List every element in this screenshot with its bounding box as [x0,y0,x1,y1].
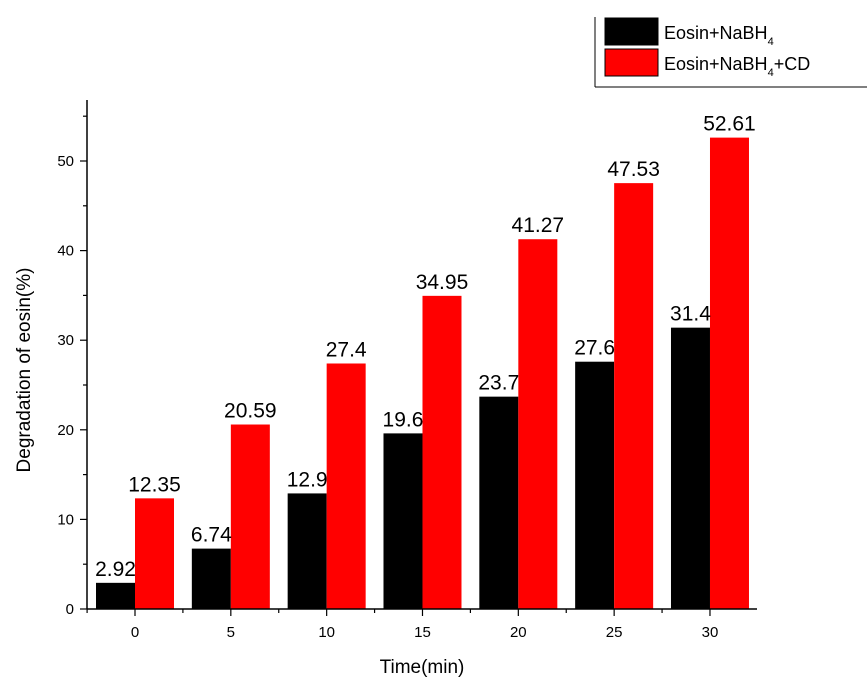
x-tick-label: 0 [131,624,139,641]
x-tick-label: 5 [227,624,235,641]
bar-eosin-nabh4-25 [575,361,615,609]
y-tick-label: 30 [57,332,74,349]
data-label: 19.6 [383,408,424,431]
y-axis-title: Degradation of eosin(%) [14,268,35,473]
axes-group: 0 10 20 30 40 50 0 5 10 15 20 25 30 [57,100,757,641]
x-tick-label: 25 [606,624,623,641]
legend-swatch [604,17,659,46]
bars-group [96,137,749,610]
data-label: 52.61 [703,113,756,136]
bar-eosin-nabh4-30 [670,327,710,609]
data-label: 27.6 [574,337,615,360]
data-label: 34.95 [416,271,469,294]
bar-eosin-nabh4-cd-15 [422,295,462,609]
data-label: 6.74 [191,524,232,547]
data-label: 20.59 [224,400,277,423]
y-tick-label: 0 [66,601,74,618]
legend-label: Eosin+NaBH4+CD [664,54,810,79]
data-label: 12.9 [287,468,328,491]
x-axis-title: Time(min) [380,657,465,678]
bar-eosin-nabh4-cd-30 [709,137,749,610]
bar-eosin-nabh4-cd-5 [230,424,270,609]
y-tick-label: 50 [57,153,74,170]
data-label: 27.4 [326,338,367,361]
y-tick-label: 20 [57,422,74,439]
data-label: 41.27 [512,214,565,237]
bar-eosin-nabh4-10 [287,493,327,609]
bar-eosin-nabh4-cd-0 [135,498,174,609]
bar-eosin-nabh4-cd-20 [518,239,558,609]
x-tick-label: 10 [318,624,335,641]
legend-swatch [604,48,659,77]
x-tick-label: 15 [414,624,431,641]
y-tick-label: 10 [57,511,74,528]
bar-eosin-nabh4-0 [96,582,135,609]
bar-eosin-nabh4-5 [191,548,231,609]
data-label: 47.53 [607,158,660,181]
data-label: 31.4 [670,303,711,326]
data-label: 12.35 [128,473,181,496]
legend: Eosin+NaBH4 Eosin+NaBH4+CD [594,17,867,88]
legend-label: Eosin+NaBH4 [664,23,774,48]
bar-eosin-nabh4-cd-10 [326,363,366,609]
bar-eosin-nabh4-cd-25 [614,183,654,609]
x-tick-label: 30 [702,624,719,641]
bar-eosin-nabh4-20 [479,396,519,609]
data-label: 23.7 [478,372,519,395]
bar-eosin-nabh4-15 [383,433,423,609]
y-tick-label: 40 [57,243,74,260]
x-tick-label: 20 [510,624,527,641]
data-label: 2.92 [95,558,136,581]
data-labels-group: 2.92 6.74 12.9 19.6 23.7 27.6 31.4 12.35 20.59 27… [95,113,756,581]
